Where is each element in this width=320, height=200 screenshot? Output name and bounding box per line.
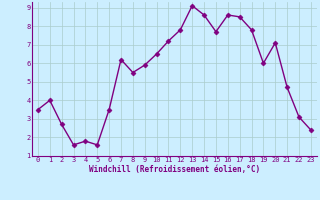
X-axis label: Windchill (Refroidissement éolien,°C): Windchill (Refroidissement éolien,°C) [89,165,260,174]
